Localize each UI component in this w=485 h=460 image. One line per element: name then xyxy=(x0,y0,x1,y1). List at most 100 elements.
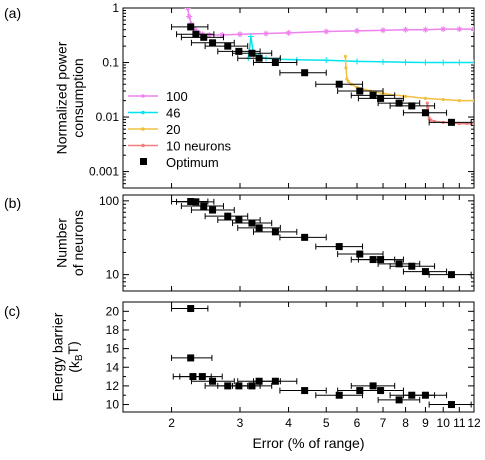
data-point xyxy=(192,198,200,206)
series-marker xyxy=(323,28,330,35)
y-tick-label: 14 xyxy=(106,360,120,374)
series-marker xyxy=(471,26,474,33)
data-point xyxy=(248,49,256,57)
y-tick-label: 0.001 xyxy=(89,165,119,179)
y-tick-label: 100 xyxy=(99,194,119,208)
x-tick-label: 11 xyxy=(453,416,466,430)
data-point xyxy=(369,91,377,99)
series-marker xyxy=(426,105,430,110)
y-tick-label: 0.01 xyxy=(96,110,120,124)
series-marker xyxy=(345,77,349,81)
series-marker xyxy=(440,26,447,33)
data-point xyxy=(395,396,403,404)
series-marker xyxy=(186,13,193,20)
panel-c: (c) Energy barrier(kBT) 20 18 16 14 12 10 2 3 4 5 6 7… xyxy=(4,301,481,451)
data-point xyxy=(235,382,243,390)
data-point xyxy=(187,354,195,362)
series-marker xyxy=(471,59,474,66)
data-point xyxy=(187,305,195,313)
data-point xyxy=(369,382,377,390)
series-marker xyxy=(402,59,409,66)
series-marker xyxy=(457,99,461,103)
data-point xyxy=(248,219,256,227)
data-point xyxy=(335,391,343,399)
legend-label: 100 xyxy=(166,89,188,104)
legend-swatch-marker xyxy=(141,127,145,131)
data-point xyxy=(421,391,429,399)
legend-swatch xyxy=(140,158,147,165)
data-point xyxy=(301,233,309,241)
series-marker xyxy=(192,26,199,33)
data-point xyxy=(408,262,416,270)
x-tick-label: 6 xyxy=(354,416,361,430)
series-marker xyxy=(343,54,347,58)
series-line xyxy=(186,8,474,36)
data-point xyxy=(356,250,364,258)
y-axis-label: Energy barrier(kBT) xyxy=(49,312,85,401)
y-axis-unit-open: (k xyxy=(66,360,82,373)
data-point xyxy=(224,382,232,390)
legend-label: 10 neurons xyxy=(166,139,232,154)
x-tick-label: 5 xyxy=(323,416,330,430)
series-marker xyxy=(346,79,350,84)
series-marker xyxy=(472,122,474,126)
data-point xyxy=(224,42,232,50)
x-tick-label: 12 xyxy=(467,416,481,430)
data-point xyxy=(421,109,429,117)
y-tick-label: 20 xyxy=(106,304,120,318)
data-point xyxy=(235,216,243,224)
data-point xyxy=(447,271,455,279)
data-point xyxy=(209,377,217,385)
y-tick-label: 0.1 xyxy=(102,56,119,70)
y-tick-label: 10 xyxy=(106,398,120,412)
plot-frame xyxy=(122,7,475,189)
x-tick-label: 4 xyxy=(285,416,292,430)
series-marker xyxy=(354,27,360,34)
data-point xyxy=(192,30,200,38)
data-point xyxy=(395,99,403,107)
plot-area xyxy=(171,305,472,409)
plot-frame xyxy=(122,301,475,413)
legend-swatch-marker xyxy=(141,143,145,148)
data-point xyxy=(209,39,217,47)
series-marker xyxy=(456,59,463,66)
y-tick-label: 1 xyxy=(112,1,119,15)
series-marker xyxy=(472,99,474,103)
y-axis-label: Normalized powerconsumption xyxy=(53,41,86,154)
y-axis-label-line: Number xyxy=(53,218,69,268)
data-point xyxy=(408,102,416,110)
plot-area xyxy=(171,197,472,279)
series-marker xyxy=(285,29,292,36)
series-marker xyxy=(425,101,429,105)
series-marker xyxy=(219,31,226,38)
data-point xyxy=(377,256,385,264)
series-marker xyxy=(380,58,387,65)
x-tick-label: 7 xyxy=(380,416,387,430)
series-marker xyxy=(323,57,330,64)
data-point xyxy=(271,228,279,236)
data-point xyxy=(369,256,377,264)
y-tick-label: 18 xyxy=(106,323,120,337)
series-marker xyxy=(184,8,191,11)
data-point xyxy=(408,391,416,399)
data-point xyxy=(224,212,232,220)
data-point xyxy=(255,377,263,385)
data-point xyxy=(255,54,263,62)
legend-label: Optimum xyxy=(166,155,219,170)
data-point xyxy=(377,387,385,395)
data-point xyxy=(271,377,279,385)
legend-swatch-marker xyxy=(141,94,145,98)
series-marker xyxy=(380,27,387,34)
series-marker xyxy=(354,58,360,65)
panel-label: (b) xyxy=(4,195,21,211)
data-point xyxy=(335,80,343,88)
data-point xyxy=(235,47,243,55)
series-marker xyxy=(263,30,270,37)
y-axis-label-line: of neurons xyxy=(70,210,86,276)
series-marker xyxy=(441,97,445,102)
series-marker xyxy=(456,26,463,33)
series-line xyxy=(247,36,474,64)
data-point xyxy=(377,94,385,102)
x-tick-label: 3 xyxy=(237,416,244,430)
